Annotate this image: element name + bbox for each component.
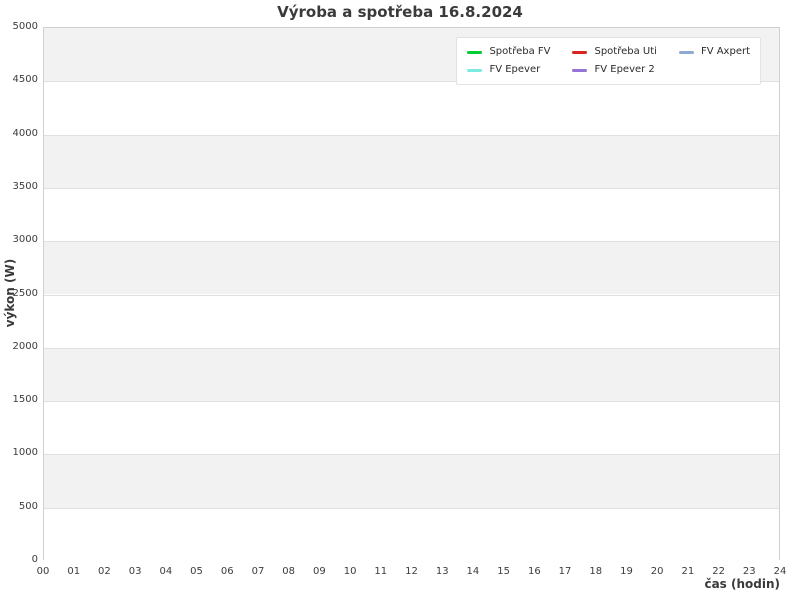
legend-entry: Spotřeba Uti (572, 46, 657, 58)
x-tick-label: 16 (527, 566, 541, 577)
x-tick-label: 08 (282, 566, 296, 577)
x-tick-label: 10 (343, 566, 357, 577)
legend-entry: FV Epever 2 (572, 64, 656, 76)
legend-label: FV Epever (489, 64, 541, 75)
x-tick-label: 06 (220, 566, 234, 577)
legend-label: FV Epever 2 (594, 64, 655, 75)
x-axis-label: čas (hodin) (704, 577, 780, 591)
x-tick-label: 02 (98, 566, 111, 577)
gridline (44, 241, 779, 243)
y-tick-label: 500 (18, 500, 38, 512)
y-tick-label: 4000 (12, 127, 38, 139)
x-tick-label: 04 (159, 566, 173, 577)
x-tick-label: 21 (681, 566, 695, 577)
x-tick-label: 07 (251, 566, 265, 577)
x-tick-label: 11 (374, 566, 388, 577)
legend-entry: FV Axpert (678, 46, 750, 58)
x-tick-label: 22 (712, 566, 725, 577)
legend-line-marker (467, 68, 483, 72)
x-tick-label: 13 (435, 566, 449, 577)
y-tick-label: 1000 (12, 447, 38, 459)
y-tick-label: 1500 (12, 394, 38, 406)
x-tick-label: 24 (773, 566, 787, 577)
gridline (44, 347, 779, 349)
x-tick-label: 19 (620, 566, 633, 577)
x-tick-label: 17 (558, 566, 572, 577)
gridline (44, 134, 779, 136)
plot-band (44, 81, 779, 135)
x-tick-label: 20 (650, 566, 664, 577)
y-tick-label: 3000 (12, 234, 38, 246)
x-tick-label: 00 (36, 566, 50, 577)
gridline (44, 187, 779, 189)
y-tick-label: 2500 (12, 287, 38, 299)
plot-band (44, 187, 779, 242)
legend: Spotřeba FV FV Epever Spotřeba Uti FV Epeve… (456, 37, 761, 85)
legend-label: Spotřeba Uti (594, 46, 657, 57)
x-tick-label: 18 (589, 566, 603, 577)
x-tick-label: 01 (67, 566, 81, 577)
legend-line-marker (572, 50, 588, 54)
legend-label: Spotřeba FV (489, 46, 551, 57)
y-tick-label: 2000 (12, 340, 38, 352)
legend-line-marker (467, 50, 483, 54)
y-tick-label: 0 (31, 554, 38, 565)
x-tick-label: 05 (190, 566, 203, 577)
x-tick-label: 23 (742, 566, 756, 577)
gridline (44, 507, 779, 509)
plot-band (44, 294, 779, 348)
plot-area: Spotřeba FV FV Epever Spotřeba Uti FV Epeve… (43, 27, 780, 561)
plot-band (44, 454, 779, 508)
plot-band (44, 241, 779, 295)
gridline (44, 401, 779, 403)
x-tick-label: 14 (466, 566, 480, 577)
x-tick-label: 09 (313, 566, 326, 577)
plot-band (44, 347, 779, 402)
gridline (44, 81, 779, 83)
y-tick-label: 5000 (12, 21, 38, 32)
x-tick-label: 03 (128, 566, 142, 577)
gridline (44, 294, 779, 296)
y-tick-label: 4500 (12, 74, 38, 86)
legend-line-marker (572, 68, 588, 72)
plot-band (44, 134, 779, 188)
x-tick-label: 15 (497, 566, 510, 577)
legend-entry: Spotřeba FV (467, 46, 550, 58)
legend-label: FV Axpert (700, 46, 750, 57)
plot-band (44, 507, 779, 561)
x-tick-label: 12 (405, 566, 418, 577)
y-tick-label: 3500 (12, 180, 38, 192)
legend-line-marker (678, 50, 694, 54)
chart-title: Výroba a spotřeba 16.8.2024 (277, 3, 523, 21)
plot-band (44, 401, 779, 455)
gridline (44, 454, 779, 456)
legend-entry: FV Epever (467, 64, 550, 76)
